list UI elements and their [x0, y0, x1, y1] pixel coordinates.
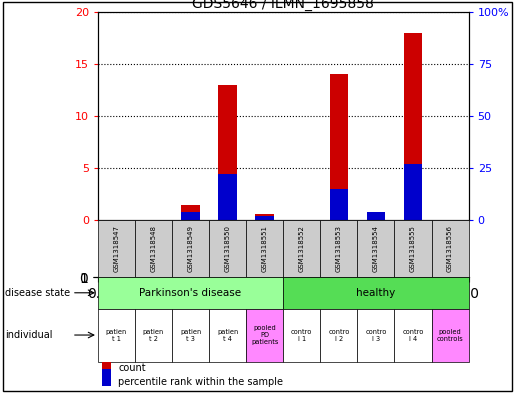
- Bar: [246, 220, 283, 277]
- Text: healthy: healthy: [356, 288, 396, 298]
- Bar: [98, 220, 135, 277]
- Bar: [135, 220, 172, 277]
- Text: GSM1318547: GSM1318547: [113, 225, 119, 272]
- Text: patien
t 3: patien t 3: [180, 329, 201, 342]
- Text: GSM1318548: GSM1318548: [150, 225, 157, 272]
- Text: Parkinson's disease: Parkinson's disease: [140, 288, 242, 298]
- Bar: [367, 214, 385, 220]
- Bar: [101, 355, 111, 372]
- Text: patien
t 2: patien t 2: [143, 329, 164, 342]
- Bar: [181, 206, 200, 220]
- Bar: [432, 220, 469, 277]
- Bar: [209, 309, 246, 362]
- Text: GSM1318556: GSM1318556: [447, 225, 453, 272]
- Bar: [101, 369, 111, 386]
- Bar: [432, 309, 469, 362]
- Bar: [255, 216, 274, 220]
- Bar: [320, 220, 357, 277]
- Text: pooled
PD
patients: pooled PD patients: [251, 325, 279, 345]
- Bar: [172, 309, 209, 362]
- Bar: [172, 220, 209, 277]
- Bar: [98, 309, 135, 362]
- Text: GSM1318551: GSM1318551: [262, 225, 268, 272]
- Text: GSM1318549: GSM1318549: [187, 225, 194, 272]
- Text: GSM1318552: GSM1318552: [299, 225, 305, 272]
- Bar: [330, 189, 348, 220]
- Bar: [181, 212, 200, 220]
- Text: GSM1318555: GSM1318555: [410, 225, 416, 272]
- Bar: [98, 277, 283, 309]
- Bar: [209, 220, 246, 277]
- Bar: [283, 220, 320, 277]
- Bar: [404, 164, 422, 220]
- Text: patien
t 1: patien t 1: [106, 329, 127, 342]
- Bar: [218, 85, 237, 220]
- Bar: [283, 277, 469, 309]
- Text: pooled
controls: pooled controls: [437, 329, 464, 342]
- Bar: [357, 309, 394, 362]
- Text: contro
l 4: contro l 4: [402, 329, 424, 342]
- Bar: [367, 212, 385, 220]
- Text: disease state: disease state: [5, 288, 70, 298]
- Bar: [255, 214, 274, 220]
- Bar: [404, 33, 422, 220]
- Bar: [218, 174, 237, 220]
- Bar: [246, 309, 283, 362]
- Text: individual: individual: [5, 330, 53, 340]
- Bar: [320, 309, 357, 362]
- Text: patien
t 4: patien t 4: [217, 329, 238, 342]
- Bar: [394, 309, 432, 362]
- Bar: [283, 309, 320, 362]
- Bar: [357, 220, 394, 277]
- Title: GDS5646 / ILMN_1695858: GDS5646 / ILMN_1695858: [192, 0, 374, 11]
- Text: contro
l 1: contro l 1: [291, 329, 313, 342]
- Text: contro
l 2: contro l 2: [328, 329, 350, 342]
- Text: percentile rank within the sample: percentile rank within the sample: [118, 377, 283, 387]
- Bar: [135, 309, 172, 362]
- Bar: [330, 74, 348, 220]
- Text: GSM1318553: GSM1318553: [336, 225, 342, 272]
- Bar: [394, 220, 432, 277]
- Text: GSM1318550: GSM1318550: [225, 225, 231, 272]
- Text: contro
l 3: contro l 3: [365, 329, 387, 342]
- Text: count: count: [118, 364, 146, 373]
- Text: GSM1318554: GSM1318554: [373, 225, 379, 272]
